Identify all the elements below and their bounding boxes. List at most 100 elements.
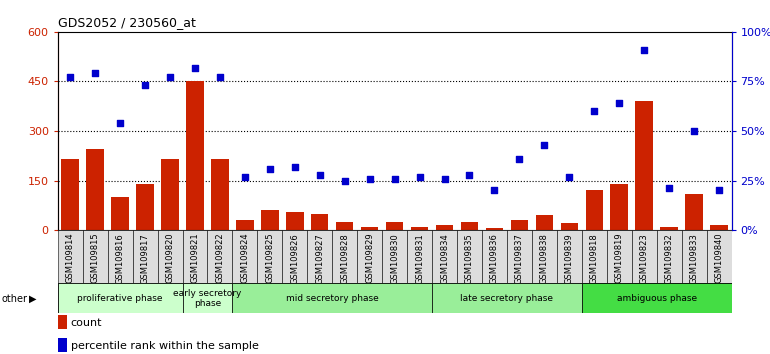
Point bbox=[64, 75, 76, 80]
Point bbox=[563, 174, 575, 179]
Text: GSM109833: GSM109833 bbox=[690, 233, 698, 284]
Bar bbox=[283, 230, 307, 285]
Bar bbox=[657, 230, 681, 285]
Point bbox=[588, 108, 601, 114]
Bar bbox=[58, 230, 82, 285]
Bar bbox=[561, 223, 578, 230]
Text: GSM109831: GSM109831 bbox=[415, 233, 424, 284]
Point bbox=[464, 172, 476, 177]
Bar bbox=[357, 230, 382, 285]
Text: GSM109835: GSM109835 bbox=[465, 233, 474, 284]
Bar bbox=[286, 212, 303, 230]
Bar bbox=[635, 101, 653, 230]
Bar bbox=[257, 230, 283, 285]
Bar bbox=[386, 222, 403, 230]
Text: GSM109822: GSM109822 bbox=[216, 233, 224, 284]
Bar bbox=[585, 190, 603, 230]
Bar bbox=[261, 210, 279, 230]
Bar bbox=[211, 159, 229, 230]
Bar bbox=[536, 215, 553, 230]
Bar bbox=[136, 184, 154, 230]
Text: proliferative phase: proliferative phase bbox=[77, 294, 163, 303]
Text: GSM109824: GSM109824 bbox=[240, 233, 249, 284]
Point bbox=[263, 166, 276, 171]
Bar bbox=[86, 149, 104, 230]
Bar bbox=[62, 159, 79, 230]
Bar bbox=[182, 283, 233, 313]
Text: GSM109818: GSM109818 bbox=[590, 233, 599, 284]
Bar bbox=[436, 225, 454, 230]
Bar bbox=[710, 225, 728, 230]
Text: early secretory
phase: early secretory phase bbox=[173, 289, 242, 308]
Bar bbox=[432, 283, 582, 313]
Bar bbox=[460, 222, 478, 230]
Bar bbox=[582, 283, 732, 313]
Bar bbox=[707, 230, 732, 285]
Bar bbox=[532, 230, 557, 285]
Text: GSM109839: GSM109839 bbox=[565, 233, 574, 284]
Bar bbox=[507, 230, 532, 285]
Text: ▶: ▶ bbox=[29, 294, 37, 304]
Text: GSM109838: GSM109838 bbox=[540, 233, 549, 284]
Text: GSM109817: GSM109817 bbox=[141, 233, 149, 284]
Bar bbox=[407, 230, 432, 285]
Point bbox=[388, 176, 400, 181]
Point bbox=[413, 174, 426, 179]
Bar bbox=[486, 228, 503, 230]
Bar bbox=[685, 194, 703, 230]
Text: GSM109837: GSM109837 bbox=[515, 233, 524, 284]
Bar bbox=[158, 230, 182, 285]
Bar bbox=[611, 184, 628, 230]
Point bbox=[688, 128, 700, 134]
Text: GSM109840: GSM109840 bbox=[715, 233, 724, 284]
Bar bbox=[132, 230, 158, 285]
Bar bbox=[607, 230, 631, 285]
Bar bbox=[411, 227, 428, 230]
Bar bbox=[82, 230, 108, 285]
Text: GSM109828: GSM109828 bbox=[340, 233, 350, 284]
Point bbox=[713, 188, 725, 193]
Point bbox=[339, 178, 351, 183]
Point bbox=[164, 75, 176, 80]
Text: GSM109821: GSM109821 bbox=[190, 233, 199, 284]
Bar bbox=[457, 230, 482, 285]
Text: GSM109825: GSM109825 bbox=[266, 233, 274, 284]
Text: GSM109834: GSM109834 bbox=[440, 233, 449, 284]
Bar bbox=[582, 230, 607, 285]
Bar bbox=[236, 220, 253, 230]
Bar bbox=[681, 230, 707, 285]
Point bbox=[189, 65, 201, 70]
Text: GSM109814: GSM109814 bbox=[65, 233, 75, 284]
Bar bbox=[182, 230, 207, 285]
Bar bbox=[336, 222, 353, 230]
Text: GSM109830: GSM109830 bbox=[390, 233, 399, 284]
Bar bbox=[511, 220, 528, 230]
Point bbox=[363, 176, 376, 181]
Bar bbox=[661, 227, 678, 230]
Text: GSM109815: GSM109815 bbox=[91, 233, 99, 284]
Point bbox=[488, 188, 500, 193]
Point bbox=[638, 47, 651, 52]
Text: GDS2052 / 230560_at: GDS2052 / 230560_at bbox=[58, 16, 196, 29]
Text: GSM109823: GSM109823 bbox=[640, 233, 648, 284]
Bar bbox=[108, 230, 132, 285]
Point bbox=[114, 120, 126, 126]
Point bbox=[89, 71, 102, 76]
Bar bbox=[186, 81, 204, 230]
Point bbox=[139, 82, 151, 88]
Point bbox=[514, 156, 526, 161]
Bar bbox=[482, 230, 507, 285]
Bar bbox=[361, 227, 378, 230]
Text: GSM109836: GSM109836 bbox=[490, 233, 499, 284]
Bar bbox=[307, 230, 332, 285]
Bar bbox=[382, 230, 407, 285]
Point bbox=[538, 142, 551, 148]
Bar bbox=[432, 230, 457, 285]
Bar bbox=[631, 230, 657, 285]
Point bbox=[438, 176, 450, 181]
Text: GSM109819: GSM109819 bbox=[614, 233, 624, 284]
Text: GSM109826: GSM109826 bbox=[290, 233, 300, 284]
Text: GSM109827: GSM109827 bbox=[315, 233, 324, 284]
Bar bbox=[161, 159, 179, 230]
Text: mid secretory phase: mid secretory phase bbox=[286, 294, 379, 303]
